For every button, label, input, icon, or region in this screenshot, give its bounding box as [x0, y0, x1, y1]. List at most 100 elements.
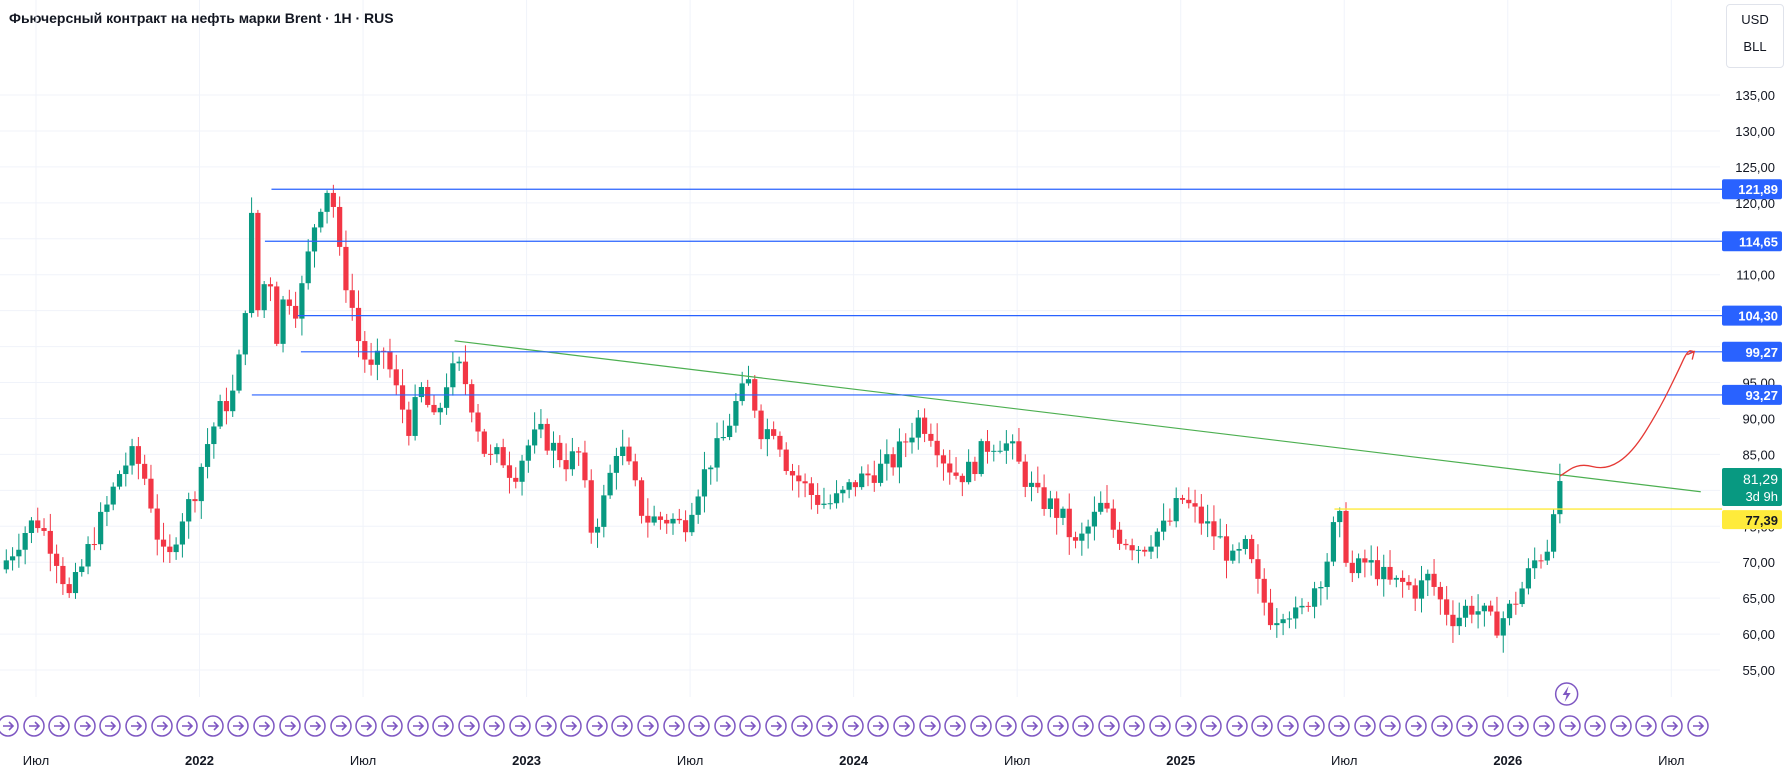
candle-body[interactable] — [173, 544, 179, 553]
candle-body[interactable] — [1488, 605, 1494, 612]
candle-body[interactable] — [1016, 441, 1022, 462]
candle-body[interactable] — [708, 467, 714, 470]
candle-body[interactable] — [1330, 522, 1337, 562]
candle-body[interactable] — [645, 515, 651, 523]
candle-body[interactable] — [355, 307, 362, 342]
candle-body[interactable] — [1494, 611, 1500, 636]
candle-body[interactable] — [280, 299, 286, 344]
candle-body[interactable] — [626, 446, 632, 462]
candle-body[interactable] — [1003, 443, 1009, 451]
candle-body[interactable] — [1475, 611, 1481, 615]
candle-body[interactable] — [362, 341, 368, 360]
candle-body[interactable] — [821, 503, 827, 505]
candle-body[interactable] — [921, 417, 928, 434]
candle-body[interactable] — [928, 433, 934, 441]
candle-body[interactable] — [1318, 587, 1324, 589]
candle-body[interactable] — [186, 499, 192, 522]
candle-body[interactable] — [475, 412, 481, 432]
candle-body[interactable] — [1418, 580, 1425, 599]
candle-body[interactable] — [852, 482, 859, 488]
candle-body[interactable] — [1091, 511, 1098, 527]
candle-body[interactable] — [330, 192, 336, 207]
candle-body[interactable] — [947, 463, 953, 473]
candle-body[interactable] — [261, 284, 267, 311]
candle-body[interactable] — [953, 472, 959, 476]
candle-body[interactable] — [110, 486, 116, 505]
candle-body[interactable] — [934, 440, 940, 456]
candle-body[interactable] — [909, 437, 915, 443]
candle-body[interactable] — [877, 463, 884, 483]
candle-body[interactable] — [1280, 619, 1286, 624]
candle-body[interactable] — [16, 549, 22, 557]
candle-body[interactable] — [116, 474, 123, 487]
level-price-label[interactable] — [1722, 341, 1782, 362]
candle-body[interactable] — [613, 455, 619, 473]
candle-body[interactable] — [1079, 533, 1085, 541]
candle-body[interactable] — [211, 426, 217, 445]
candle-body[interactable] — [789, 471, 796, 476]
candle-body[interactable] — [3, 560, 9, 570]
candle-body[interactable] — [1299, 605, 1305, 608]
candle-body[interactable] — [1368, 560, 1374, 563]
candle-body[interactable] — [469, 384, 475, 413]
candle-body[interactable] — [959, 475, 965, 483]
candle-body[interactable] — [1267, 602, 1274, 626]
candle-body[interactable] — [1072, 537, 1079, 541]
candle-body[interactable] — [142, 463, 148, 479]
candle-body[interactable] — [1444, 599, 1450, 615]
candle-body[interactable] — [1060, 508, 1066, 518]
candle-body[interactable] — [1286, 618, 1293, 620]
candle-body[interactable] — [1513, 603, 1519, 605]
candle-body[interactable] — [827, 503, 833, 505]
candle-body[interactable] — [1400, 577, 1406, 582]
candle-body[interactable] — [1085, 526, 1091, 534]
candle-body[interactable] — [1236, 548, 1242, 551]
candle-body[interactable] — [525, 445, 531, 461]
candle-body[interactable] — [217, 401, 223, 427]
candle-body[interactable] — [1557, 481, 1563, 515]
candle-body[interactable] — [223, 401, 230, 412]
currency-unit-selector[interactable]: USD BLL — [1726, 4, 1784, 68]
candle-body[interactable] — [462, 361, 469, 385]
candle-body[interactable] — [846, 482, 852, 490]
projection-curve[interactable] — [1559, 350, 1695, 477]
candle-body[interactable] — [1116, 529, 1123, 544]
candle-body[interactable] — [1374, 560, 1381, 580]
candle-body[interactable] — [727, 425, 733, 438]
level-price-label[interactable] — [1722, 179, 1782, 200]
candle-body[interactable] — [1161, 520, 1167, 532]
candle-body[interactable] — [1167, 520, 1173, 522]
candle-body[interactable] — [997, 450, 1003, 452]
candle-body[interactable] — [582, 452, 588, 481]
candle-body[interactable] — [1022, 461, 1028, 487]
candle-body[interactable] — [1148, 546, 1154, 552]
candle-body[interactable] — [739, 383, 745, 402]
candle-body[interactable] — [167, 546, 173, 553]
candle-body[interactable] — [1192, 503, 1198, 507]
candle-body[interactable] — [1242, 539, 1248, 549]
candle-body[interactable] — [1425, 573, 1431, 581]
candle-body[interactable] — [638, 480, 645, 516]
candle-body[interactable] — [620, 446, 626, 456]
candle-body[interactable] — [41, 528, 47, 531]
candle-body[interactable] — [1305, 605, 1311, 607]
currency-label[interactable]: USD — [1741, 12, 1769, 27]
candle-body[interactable] — [1173, 498, 1179, 522]
candle-body[interactable] — [890, 454, 896, 468]
candle-body[interactable] — [808, 483, 814, 495]
candle-body[interactable] — [859, 473, 865, 488]
candle-body[interactable] — [714, 438, 720, 468]
candle-body[interactable] — [22, 533, 28, 550]
candle-body[interactable] — [1104, 502, 1110, 509]
candle-body[interactable] — [1129, 545, 1135, 551]
trendline[interactable] — [454, 340, 1701, 493]
candle-body[interactable] — [129, 446, 135, 466]
candle-body[interactable] — [940, 455, 947, 464]
candle-body[interactable] — [695, 496, 701, 515]
candle-body[interactable] — [98, 511, 104, 545]
candle-body[interactable] — [343, 246, 349, 291]
candle-body[interactable] — [1456, 617, 1462, 627]
candle-body[interactable] — [1519, 588, 1525, 605]
candle-body[interactable] — [796, 475, 802, 482]
